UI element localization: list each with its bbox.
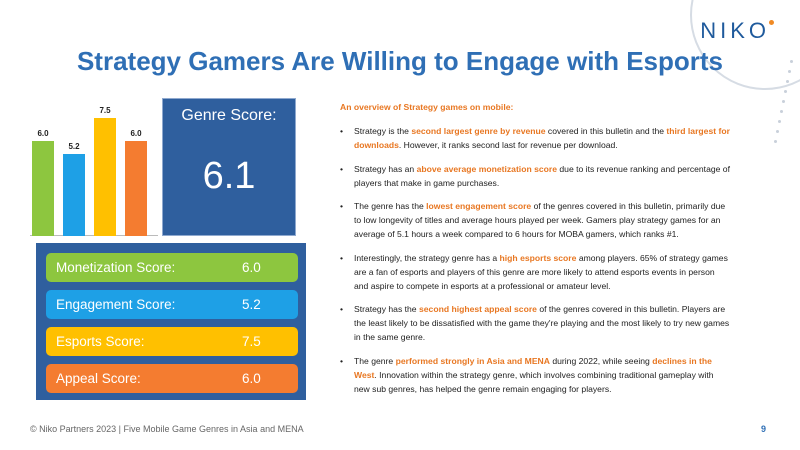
body-text: . Innovation within the strategy genre, … <box>354 369 714 394</box>
overview-bullet: • Strategy is the second largest genre by… <box>340 124 730 152</box>
highlight-text: second highest appeal score <box>418 304 537 314</box>
overview-text: An overview of Strategy games on mobile:… <box>340 100 730 405</box>
bullet-icon: • <box>340 163 344 174</box>
engagement-score-row: Engagement Score: 5.2 <box>46 290 298 319</box>
decorative-dot <box>788 70 791 73</box>
overview-bullet-list: • Strategy is the second largest genre by… <box>340 124 730 396</box>
chart-bar-engagement <box>63 154 85 236</box>
decorative-dot <box>778 120 781 123</box>
overview-bullet: • Strategy has the second highest appeal … <box>340 302 730 344</box>
overview-bullet: • Interestingly, the strategy genre has a… <box>340 251 730 293</box>
score-value: 6.0 <box>242 260 261 275</box>
body-text: of the genres covered in this bulletin. … <box>354 304 730 342</box>
highlight-text: lowest engagement score <box>426 201 532 211</box>
bullet-icon: • <box>340 201 344 211</box>
esports-score-row: Esports Score: 7.5 <box>46 327 298 356</box>
score-bar-chart: 6.0 5.2 7.5 6.0 <box>30 88 158 236</box>
chart-bar-label: 6.0 <box>37 129 49 138</box>
score-panel: Monetization Score: 6.0 Engagement Score… <box>36 243 306 400</box>
footer-copyright: © Niko Partners 2023 | Five Mobile Game … <box>30 424 304 434</box>
genre-score-label: Genre Score: <box>181 107 277 124</box>
monetization-score-row: Monetization Score: 6.0 <box>46 253 298 282</box>
decorative-dot <box>784 90 787 93</box>
decorative-dot <box>782 100 785 103</box>
chart-bar-label: 7.5 <box>99 106 111 115</box>
body-text: among players. 65% of strategy games are… <box>354 252 728 291</box>
body-text: Strategy is the <box>354 126 412 136</box>
body-text: Interestingly, the strategy genre has a <box>354 252 500 263</box>
genre-score-box: Genre Score: 6.1 <box>162 98 296 236</box>
body-text: . However, it ranks second last for reve… <box>398 140 618 150</box>
highlight-text: declines in the West <box>354 355 712 380</box>
decorative-dot <box>776 130 779 133</box>
body-text: covered in this bulletin and the <box>545 126 667 136</box>
highlight-text: above average monetization score <box>416 163 558 174</box>
body-text: The genre <box>354 355 396 366</box>
body-text: during 2022, while seeing <box>549 355 653 366</box>
highlight-text: third largest for downloads <box>354 126 730 150</box>
page-number: 9 <box>760 424 766 434</box>
body-text: due to its revenue ranking and percentag… <box>354 163 730 188</box>
bullet-icon: • <box>340 252 344 263</box>
page-title: Strategy Gamers Are Willing to Engage wi… <box>76 46 724 76</box>
chart-bar-appeal <box>125 141 147 236</box>
overview-bullet: • The genre performed strongly in Asia an… <box>340 354 730 396</box>
chart-bar-monetization <box>32 141 54 236</box>
score-label: Esports Score: <box>56 334 145 349</box>
overview-bullet: • Strategy has an above average monetizat… <box>340 162 730 190</box>
decorative-dots <box>740 60 800 150</box>
overview-bullet: • The genre has the lowest engagement sco… <box>340 199 730 241</box>
body-text: Strategy has the <box>354 304 419 314</box>
body-text: The genre has the <box>354 201 427 211</box>
highlight-text: high esports score <box>499 252 577 263</box>
body-text: of the genres covered in this bulletin, … <box>354 201 726 239</box>
niko-logo: NIKO <box>700 18 770 43</box>
score-label: Monetization Score: <box>56 260 176 275</box>
score-label: Engagement Score: <box>56 297 176 312</box>
score-value: 7.5 <box>242 334 261 349</box>
decorative-dot <box>780 110 783 113</box>
bullet-icon: • <box>340 304 344 314</box>
score-value: 6.0 <box>242 371 261 386</box>
chart-bar-label: 6.0 <box>130 129 142 138</box>
highlight-text: performed strongly in Asia and MENA <box>395 355 550 366</box>
chart-bar-label: 5.2 <box>68 142 80 151</box>
bullet-icon: • <box>340 126 344 136</box>
body-text: Strategy has an <box>354 163 417 174</box>
bullet-icon: • <box>340 355 344 366</box>
decorative-dot <box>774 140 777 143</box>
overview-intro: An overview of Strategy games on mobile: <box>340 102 514 112</box>
decorative-dot <box>790 60 793 63</box>
score-value: 5.2 <box>242 297 261 312</box>
highlight-text: second largest genre by revenue <box>411 126 546 136</box>
logo-dot-icon <box>769 20 774 25</box>
decorative-dot <box>786 80 789 83</box>
score-label: Appeal Score: <box>56 371 141 386</box>
appeal-score-row: Appeal Score: 6.0 <box>46 364 298 393</box>
chart-bar-esports <box>94 118 116 236</box>
genre-score-value: 6.1 <box>202 155 256 197</box>
